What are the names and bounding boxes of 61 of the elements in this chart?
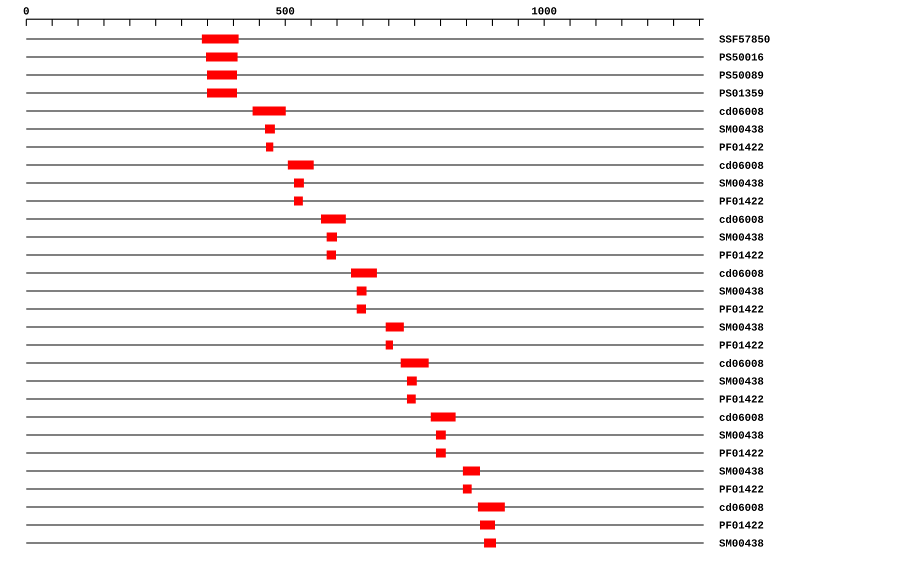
y-tick-label: SM00438 xyxy=(719,125,764,133)
y-tick-label: SM00438 xyxy=(719,467,764,475)
y-tick-label: PF01422 xyxy=(720,197,764,205)
bar xyxy=(462,484,472,494)
bar xyxy=(480,520,495,530)
bar xyxy=(462,466,480,476)
bar xyxy=(386,322,404,332)
bar xyxy=(252,106,286,116)
bar xyxy=(266,142,274,152)
bar xyxy=(288,160,314,170)
bar xyxy=(207,88,238,98)
bar xyxy=(202,34,239,44)
y-tick-label: SSF57850 xyxy=(719,35,770,43)
y-tick-label: SM00438 xyxy=(719,233,764,241)
bar xyxy=(294,178,304,188)
x-tick-label: 500 xyxy=(276,7,294,14)
y-tick-label: PS50016 xyxy=(720,53,764,61)
bar xyxy=(436,430,446,440)
y-tick-label: cd06008 xyxy=(720,359,764,367)
bar xyxy=(356,304,366,314)
bar xyxy=(265,124,275,134)
y-tick-label: PF01422 xyxy=(720,521,764,529)
bar xyxy=(400,358,429,368)
y-tick-label: PF01422 xyxy=(720,485,764,493)
y-tick-label: PS01359 xyxy=(720,89,764,97)
bar xyxy=(436,448,446,458)
y-tick-label: SM00438 xyxy=(719,179,764,187)
bar xyxy=(350,268,377,278)
y-tick-label: PF01422 xyxy=(720,305,764,313)
bar xyxy=(326,250,336,260)
y-tick-label: PF01422 xyxy=(720,449,764,457)
y-tick-label: cd06008 xyxy=(720,503,764,511)
bar xyxy=(478,502,505,512)
bar xyxy=(430,412,456,422)
bar xyxy=(294,196,303,206)
x-tick-label: 1000 xyxy=(532,7,556,14)
bar xyxy=(326,232,338,242)
bar xyxy=(206,52,238,62)
bar xyxy=(356,286,367,296)
y-tick-label: cd06008 xyxy=(720,269,764,277)
y-tick-label: PF01422 xyxy=(720,395,764,403)
y-tick-label: SM00438 xyxy=(719,323,764,331)
bar xyxy=(207,70,238,80)
y-tick-label: PF01422 xyxy=(720,251,764,259)
y-tick-label: SM00438 xyxy=(719,377,764,385)
bar xyxy=(406,394,416,404)
y-tick-label: PF01422 xyxy=(720,341,764,349)
bar xyxy=(320,214,346,224)
y-tick-label: cd06008 xyxy=(720,161,764,169)
y-tick-label: PS50089 xyxy=(720,71,764,79)
y-tick-label: PF01422 xyxy=(720,143,764,151)
y-tick-label: cd06008 xyxy=(720,413,764,421)
y-tick-label: cd06008 xyxy=(720,107,764,115)
bar xyxy=(484,538,496,548)
bar xyxy=(406,376,417,386)
x-tick-label: 0 xyxy=(24,7,29,14)
y-tick-label: SM00438 xyxy=(719,431,764,439)
y-tick-label: SM00438 xyxy=(719,539,764,547)
y-tick-label: SM00438 xyxy=(719,287,764,295)
y-tick-label: cd06008 xyxy=(720,215,764,223)
bar xyxy=(386,340,393,350)
